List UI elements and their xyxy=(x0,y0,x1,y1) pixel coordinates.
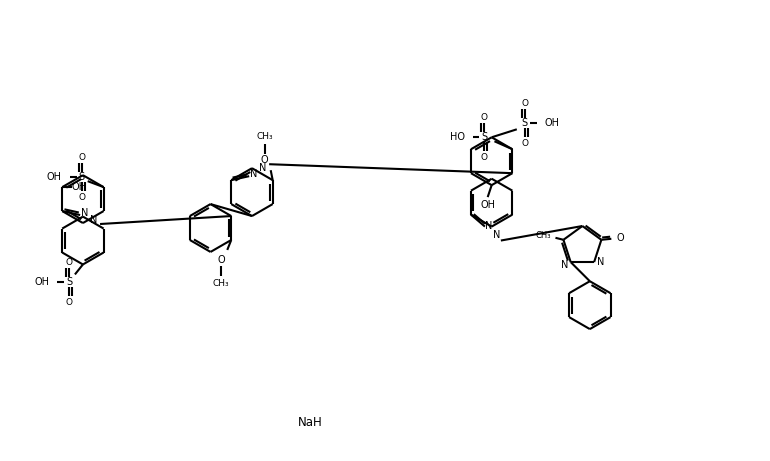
Text: OH: OH xyxy=(47,172,62,182)
Text: N: N xyxy=(485,220,493,230)
Text: O: O xyxy=(521,99,528,108)
Text: O: O xyxy=(617,233,624,243)
Text: O: O xyxy=(65,258,72,267)
Text: O: O xyxy=(481,113,488,122)
Text: O: O xyxy=(79,153,85,162)
Text: O: O xyxy=(481,153,488,162)
Text: N: N xyxy=(82,208,89,218)
Text: S: S xyxy=(481,132,487,142)
Text: OH: OH xyxy=(72,182,87,192)
Text: N: N xyxy=(598,257,604,267)
Text: O: O xyxy=(65,298,72,307)
Text: HO: HO xyxy=(450,132,464,142)
Text: S: S xyxy=(66,278,72,287)
Text: N: N xyxy=(259,163,267,173)
Text: CH₃: CH₃ xyxy=(536,231,551,240)
Text: O: O xyxy=(217,255,225,265)
Text: O: O xyxy=(261,155,269,165)
Text: S: S xyxy=(522,118,528,128)
Text: OH: OH xyxy=(544,118,560,128)
Text: NaH: NaH xyxy=(298,416,323,429)
Text: N: N xyxy=(561,260,568,270)
Text: N: N xyxy=(90,215,98,225)
Text: N: N xyxy=(494,230,500,240)
Text: O: O xyxy=(79,193,85,201)
Text: CH₃: CH₃ xyxy=(256,132,273,141)
Text: OH: OH xyxy=(34,278,49,287)
Text: O: O xyxy=(521,139,528,148)
Text: S: S xyxy=(79,172,85,182)
Text: N: N xyxy=(250,169,258,179)
Text: OH: OH xyxy=(480,200,495,210)
Text: CH₃: CH₃ xyxy=(213,279,229,288)
